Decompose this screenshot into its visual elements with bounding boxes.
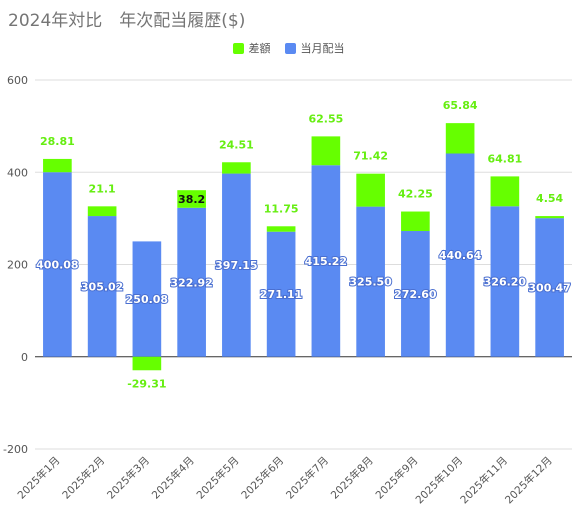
x-tick-label: 2025年11月 — [458, 454, 510, 506]
data-label-diff: 64.81 — [487, 152, 522, 165]
data-label-diff: 21.1 — [89, 182, 116, 195]
bar-diff — [311, 136, 341, 166]
data-label-diff: 4.54 — [536, 192, 563, 205]
data-label-monthly: 415.22 — [305, 255, 347, 268]
data-label-diff: 11.75 — [264, 202, 299, 215]
chart-title: 2024年対比 年次配当履歴($) — [8, 11, 246, 31]
y-tick-label: 600 — [7, 74, 28, 87]
bar-diff — [445, 123, 475, 154]
data-label-monthly: 250.08 — [126, 293, 168, 306]
legend-swatch-diff — [232, 42, 244, 54]
bar-diff — [490, 176, 520, 207]
bar-diff — [356, 173, 385, 207]
data-label-monthly: 271.11 — [260, 288, 302, 301]
data-label-monthly: 325.50 — [349, 276, 392, 289]
data-label-monthly: 440.64 — [439, 249, 482, 262]
x-tick-label: 2025年3月 — [104, 454, 152, 502]
bar-monthly — [490, 206, 520, 357]
x-tick-label: 2025年7月 — [283, 454, 331, 502]
bar-monthly — [177, 207, 206, 357]
data-label-monthly: 400.08 — [36, 258, 78, 271]
bar-diff — [177, 190, 206, 208]
y-tick-label: 0 — [21, 351, 28, 364]
x-tick-label: 2025年2月 — [60, 454, 108, 502]
bar-diff — [87, 206, 117, 217]
data-label-diff: 42.25 — [398, 188, 433, 201]
data-label-diff: -29.31 — [127, 377, 166, 390]
legend: 差額 当月配当 — [0, 40, 577, 56]
bar-monthly — [535, 218, 564, 357]
bar-monthly — [132, 241, 162, 357]
x-tick-label: 2025年9月 — [373, 454, 421, 502]
legend-label-monthly: 当月配当 — [300, 42, 345, 55]
y-tick-label: 400 — [7, 166, 28, 179]
x-tick-label: 2025年10月 — [413, 454, 465, 506]
bar-monthly — [87, 216, 117, 357]
y-tick-label: 200 — [7, 259, 28, 272]
data-label-diff: 65.84 — [443, 99, 478, 112]
legend-item-diff[interactable]: 差額 — [232, 40, 271, 56]
bar-monthly — [311, 165, 341, 357]
x-tick-label: 2025年1月 — [15, 454, 63, 502]
x-tick-label: 2025年8月 — [328, 454, 376, 502]
bar-monthly — [222, 173, 251, 357]
data-label-diff: 38.2 — [178, 193, 205, 206]
data-label-monthly: 300.47 — [528, 281, 570, 294]
x-tick-label: 2025年6月 — [239, 454, 287, 502]
bar-diff — [266, 226, 296, 232]
data-label-monthly: 397.15 — [215, 259, 257, 272]
bar-diff — [43, 158, 72, 173]
bar-diff — [132, 356, 162, 371]
bar-monthly — [266, 231, 296, 357]
data-label-diff: 62.55 — [308, 112, 343, 125]
legend-item-monthly[interactable]: 当月配当 — [284, 40, 345, 56]
data-label-monthly: 322.92 — [170, 276, 212, 289]
bar-diff — [222, 162, 251, 174]
data-label-diff: 71.42 — [353, 150, 388, 163]
legend-swatch-monthly — [284, 42, 296, 54]
bar-diff — [535, 216, 564, 219]
bar-monthly — [43, 172, 72, 357]
data-label-diff: 24.51 — [219, 138, 254, 151]
x-tick-label: 2025年4月 — [149, 454, 197, 502]
bar-diff — [401, 211, 430, 232]
legend-label-diff: 差額 — [248, 42, 271, 55]
bar-monthly — [445, 153, 475, 357]
data-label-monthly: 326.20 — [484, 276, 527, 289]
bar-monthly — [356, 206, 385, 357]
y-tick-label: -200 — [3, 443, 28, 456]
data-label-monthly: 272.60 — [394, 288, 437, 301]
data-label-diff: 28.81 — [40, 135, 75, 148]
bar-monthly — [401, 231, 430, 357]
x-tick-label: 2025年12月 — [502, 454, 554, 506]
x-tick-label: 2025年5月 — [194, 454, 242, 502]
data-label-monthly: 305.02 — [81, 280, 123, 293]
